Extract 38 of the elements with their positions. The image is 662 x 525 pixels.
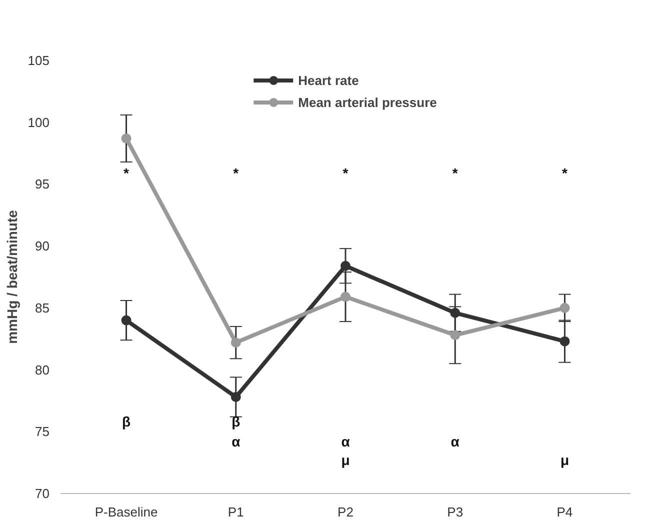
point	[121, 315, 132, 326]
point	[450, 330, 460, 340]
point	[560, 336, 570, 346]
y-tick-label: 80	[35, 362, 50, 378]
x-tick-label: P2	[338, 504, 354, 520]
annotation: *	[342, 165, 349, 182]
annotation: μ	[341, 452, 350, 468]
y-tick-label: 100	[28, 114, 50, 130]
legend-label: Mean arterial pressure	[298, 94, 437, 110]
annotation: β	[122, 414, 131, 430]
y-axis-title: mmHg / beat/minute	[4, 210, 20, 344]
annotation: *	[452, 165, 458, 182]
annotation: α	[450, 434, 460, 450]
y-tick-label: 105	[28, 53, 50, 68]
annotation: *	[562, 165, 568, 182]
annotation: μ	[560, 452, 570, 468]
y-tick-label: 85	[35, 300, 50, 316]
x-tick-label: P1	[228, 504, 244, 520]
point	[121, 133, 132, 144]
x-tick-label: P3	[447, 504, 464, 520]
y-tick-label: 75	[35, 424, 50, 440]
point	[230, 338, 241, 348]
y-tick-label: 95	[35, 176, 50, 192]
point	[450, 308, 460, 318]
legend-label: Heart rate	[298, 72, 359, 88]
annotation: *	[233, 165, 240, 182]
point	[560, 302, 570, 313]
x-tick-label: P-Baseline	[94, 504, 158, 520]
annotation: α	[232, 434, 241, 450]
point	[340, 260, 350, 271]
point	[230, 392, 241, 402]
y-tick-label: 70	[35, 486, 50, 501]
annotation: *	[124, 165, 130, 182]
y-tick-label: 90	[35, 238, 50, 254]
point	[340, 292, 350, 302]
x-tick-label: P4	[556, 504, 573, 520]
annotation: α	[341, 434, 350, 450]
annotation: β	[232, 414, 241, 430]
